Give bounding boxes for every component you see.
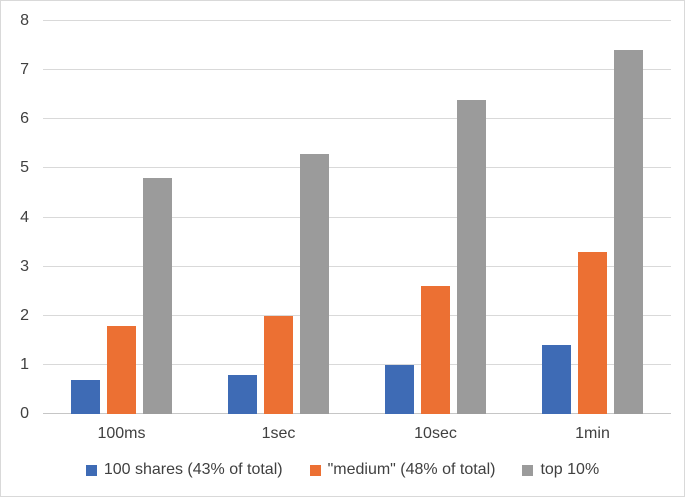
y-axis-tick-label: 7 xyxy=(20,61,29,79)
legend-label: "medium" (48% of total) xyxy=(327,461,496,478)
legend-label: top 10% xyxy=(540,461,600,478)
x-axis-tick-label: 10sec xyxy=(414,425,457,442)
gridline xyxy=(43,413,671,414)
bar-group xyxy=(43,21,200,414)
y-axis-tick-label: 4 xyxy=(20,208,29,226)
bar xyxy=(300,153,329,414)
y-axis-tick-label: 3 xyxy=(20,257,29,275)
bar xyxy=(143,178,172,414)
gridline xyxy=(43,118,671,120)
legend-item: 100 shares (43% of total) xyxy=(85,461,283,479)
bar-group xyxy=(514,21,671,414)
legend-item: "medium" (48% of total) xyxy=(309,461,496,479)
bar xyxy=(107,325,136,414)
legend-item: top 10% xyxy=(522,461,599,479)
bar xyxy=(264,315,293,414)
legend-swatch-icon xyxy=(85,464,97,476)
y-axis-tick-label: 5 xyxy=(20,159,29,177)
bar xyxy=(421,286,450,414)
x-axis-tick-label: 1min xyxy=(575,425,610,442)
gridline xyxy=(43,314,671,316)
bar-group xyxy=(200,21,357,414)
bar xyxy=(457,99,486,414)
y-axis-tick-label: 0 xyxy=(20,405,29,422)
x-axis: 100ms 1sec 10sec 1min xyxy=(43,425,671,443)
bar-groups xyxy=(43,21,671,414)
gridline xyxy=(43,69,671,71)
y-axis-tick-label: 6 xyxy=(20,110,29,128)
x-axis-tick-label: 1sec xyxy=(261,425,296,442)
legend-swatch-icon xyxy=(309,464,321,476)
legend-swatch-icon xyxy=(522,464,534,476)
gridline xyxy=(43,363,671,365)
y-axis-tick-label: 8 xyxy=(20,12,29,29)
gridline xyxy=(43,265,671,267)
bar xyxy=(542,345,571,414)
bar xyxy=(578,251,607,414)
gridline xyxy=(43,167,671,169)
y-axis: 0 1 2 3 4 5 6 7 8 xyxy=(1,13,37,422)
x-axis-tick-label: 100ms xyxy=(97,425,146,442)
y-axis-tick-label: 1 xyxy=(20,355,29,373)
bar xyxy=(71,379,100,414)
bar xyxy=(385,364,414,414)
bar xyxy=(614,50,643,414)
bar-group xyxy=(357,21,514,414)
gridline xyxy=(43,20,671,21)
plot-area xyxy=(43,20,671,414)
y-axis-tick-label: 2 xyxy=(20,306,29,324)
bar xyxy=(228,374,257,414)
legend: 100 shares (43% of total) "medium" (48% o… xyxy=(1,461,684,479)
gridline xyxy=(43,216,671,218)
legend-label: 100 shares (43% of total) xyxy=(103,461,283,478)
